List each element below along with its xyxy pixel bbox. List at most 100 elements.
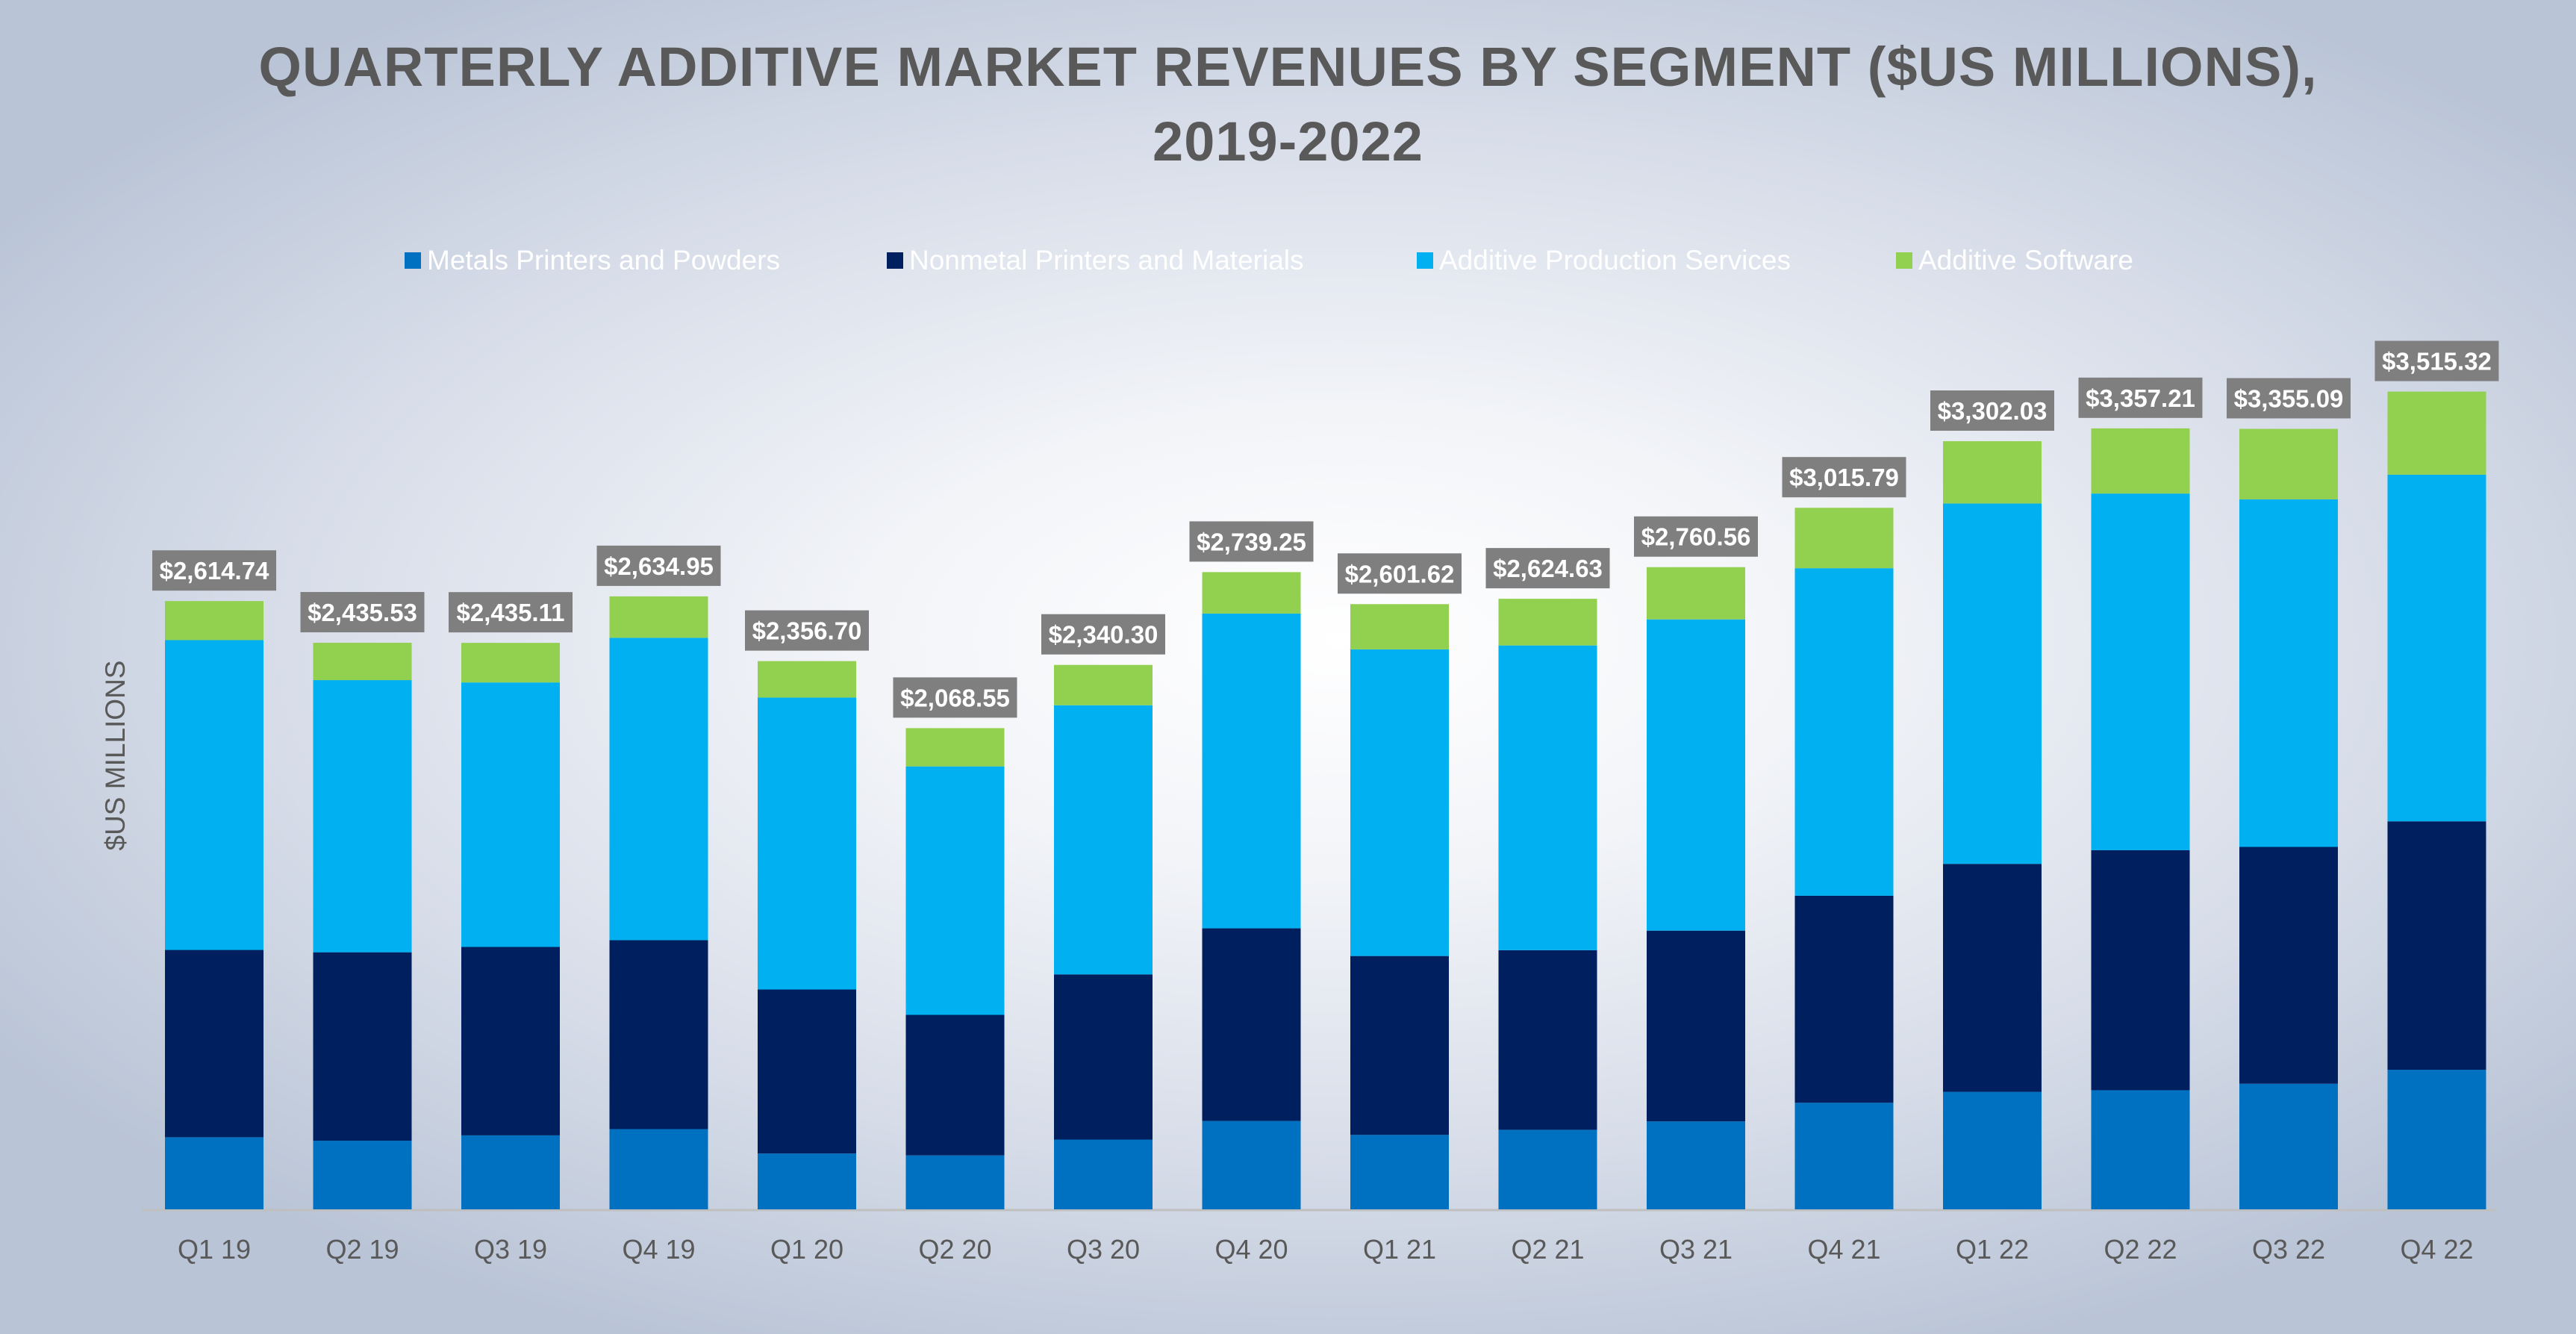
bar-segment-4-q2-21 [1498,599,1597,646]
bar-segment-4-q4-20 [1202,572,1301,614]
total-label-box [745,610,869,651]
bar-segment-4-q3-21 [1647,567,1745,620]
legend-label-nonmetal: Nonmetal Printers and Materials [909,245,1304,275]
legend-item-services: Additive Production Services [1417,245,1791,276]
total-label: $2,356.70 [752,617,862,645]
bar-segment-3-q4-19 [609,638,708,941]
legend-swatch-metals [405,252,421,269]
x-tick-label: Q3 20 [1067,1234,1140,1265]
x-tick-label: Q1 20 [770,1234,843,1265]
bar-segment-2-q3-20 [1054,974,1153,1140]
total-label-box [1634,516,1758,557]
legend-swatch-software [1896,252,1912,269]
bar-segment-3-q1-22 [1943,503,2042,864]
total-label-box [596,545,721,586]
bar-segment-4-q3-20 [1054,664,1153,705]
x-tick-label: Q3 22 [2252,1234,2325,1265]
x-tick-label: Q4 19 [622,1234,695,1265]
total-label-box [893,677,1017,718]
bar-segment-4-q2-22 [2091,428,2190,494]
bar-segment-2-q2-20 [905,1014,1005,1156]
x-tick-label: Q3 19 [474,1234,547,1265]
bar-segment-4-q3-22 [2239,428,2338,499]
x-tick-label: Q2 19 [325,1234,399,1265]
bar-segment-3-q2-21 [1498,645,1597,950]
total-label: $2,760.56 [1641,523,1751,551]
bar-segment-4-q2-20 [905,728,1005,767]
bar-segment-1-q4-21 [1794,1103,1894,1209]
bar-segment-4-q4-19 [609,596,708,638]
bar-segment-2-q3-21 [1647,930,1745,1122]
bar-segment-3-q4-21 [1794,568,1894,896]
total-label-box [1485,548,1610,589]
bar-segment-1-q2-21 [1498,1129,1597,1209]
bar-segment-1-q1-20 [758,1153,856,1209]
bar-segment-1-q4-22 [2387,1070,2486,1209]
x-tick-label: Q4 20 [1214,1234,1288,1265]
bar-segment-4-q2-19 [313,643,412,681]
total-label-box [2374,340,2499,381]
x-tick-label: Q2 20 [918,1234,991,1265]
x-tick-label: Q3 21 [1659,1234,1733,1265]
total-label-box [2078,377,2203,418]
total-label-box [1930,390,2054,431]
x-tick-label: Q1 21 [1363,1234,1436,1265]
total-label: $2,739.25 [1197,528,1306,555]
bar-segment-2-q2-21 [1498,950,1597,1130]
total-label-box [1189,521,1314,562]
bar-segment-4-q1-21 [1350,604,1449,649]
bar-segment-1-q2-20 [905,1155,1005,1209]
total-label-box [2227,378,2351,419]
bar-segment-3-q4-20 [1202,613,1301,929]
bar-segment-1-q4-20 [1202,1121,1301,1209]
total-label: $3,357.21 [2086,384,2195,412]
bar-segment-3-q3-19 [461,682,560,947]
bar-segment-3-q2-19 [313,680,412,953]
chart-legend: Metals Printers and Powders Nonmetal Pri… [0,245,2576,287]
bar-segment-1-q3-21 [1647,1121,1745,1209]
x-tick-label: Q1 19 [178,1234,251,1265]
bar-segment-2-q2-22 [2091,850,2190,1091]
total-label-box [300,592,425,633]
x-tick-label: Q4 22 [2400,1234,2473,1265]
bar-segment-3-q4-22 [2387,474,2486,822]
legend-item-metals: Metals Printers and Powders [405,245,780,276]
x-tick-label: Q4 21 [1807,1234,1880,1265]
bar-segment-1-q2-22 [2091,1090,2190,1209]
legend-swatch-services [1417,252,1433,269]
total-label: $3,515.32 [2382,348,2492,375]
total-label: $2,435.11 [457,599,565,626]
legend-item-software: Additive Software [1896,245,2133,276]
total-label: $2,614.74 [160,557,269,585]
bar-segment-2-q4-19 [609,940,708,1129]
total-label: $3,015.79 [1789,464,1899,491]
bar-segment-3-q3-20 [1054,705,1153,975]
bar-segment-3-q1-20 [758,697,856,990]
total-label-box [449,592,573,633]
x-tick-label: Q2 22 [2103,1234,2177,1265]
bar-segment-1-q3-19 [461,1135,560,1209]
bar-segment-3-q3-22 [2239,499,2338,847]
bar-segment-3-q2-20 [905,766,1005,1015]
bar-segment-2-q1-19 [165,950,263,1138]
bar-segment-2-q1-20 [758,989,856,1154]
legend-item-nonmetal: Nonmetal Printers and Materials [887,245,1304,276]
bar-segment-1-q2-19 [313,1141,412,1209]
bar-segment-2-q3-19 [461,947,560,1135]
chart-title: QUARTERLY ADDITIVE MARKET REVENUES BY SE… [0,30,2576,179]
bar-segment-3-q3-21 [1647,619,1745,931]
total-label: $2,435.53 [308,599,417,626]
bar-segment-2-q1-21 [1350,956,1449,1135]
total-label: $2,634.95 [604,552,714,580]
bar-segment-2-q4-22 [2387,821,2486,1070]
total-label-box [152,550,276,591]
bar-segment-2-q3-22 [2239,847,2338,1084]
bar-segment-4-q1-19 [165,601,263,640]
bar-segment-3-q1-19 [165,640,263,950]
total-label-box [1041,614,1165,655]
chart-title-line-1: QUARTERLY ADDITIVE MARKET REVENUES BY SE… [258,36,2318,98]
bar-segment-2-q4-20 [1202,928,1301,1121]
bar-segment-4-q1-20 [758,661,856,698]
bar-segment-4-q3-19 [461,643,560,683]
